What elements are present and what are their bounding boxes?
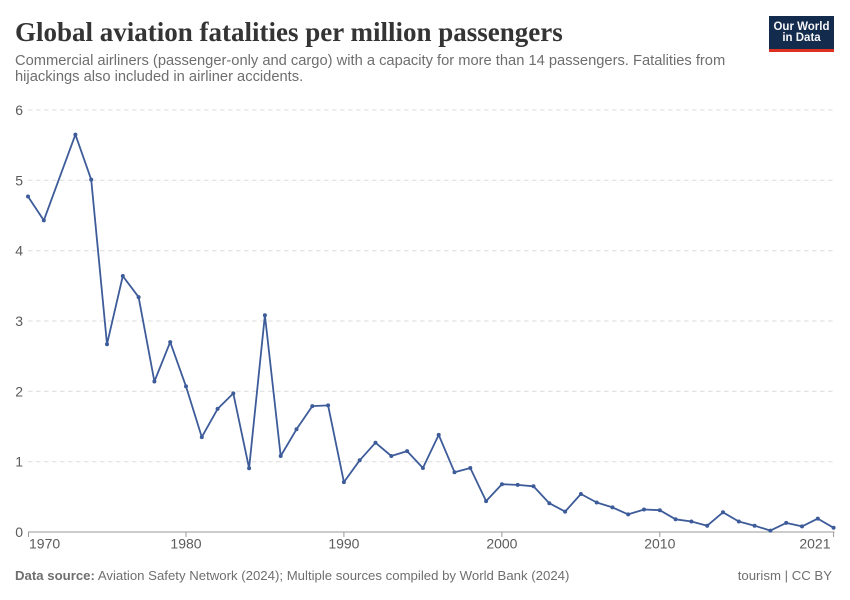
svg-text:2: 2 (15, 383, 23, 399)
svg-text:1: 1 (15, 454, 23, 470)
svg-text:1980: 1980 (170, 535, 201, 551)
svg-text:1970: 1970 (29, 535, 60, 551)
svg-text:2010: 2010 (644, 535, 675, 551)
svg-text:3: 3 (15, 313, 23, 329)
svg-text:2021: 2021 (799, 535, 830, 551)
svg-text:5: 5 (15, 172, 23, 188)
svg-text:1990: 1990 (328, 535, 359, 551)
svg-text:6: 6 (15, 102, 23, 118)
svg-text:4: 4 (15, 243, 23, 259)
svg-text:2000: 2000 (486, 535, 517, 551)
svg-text:0: 0 (15, 524, 23, 540)
